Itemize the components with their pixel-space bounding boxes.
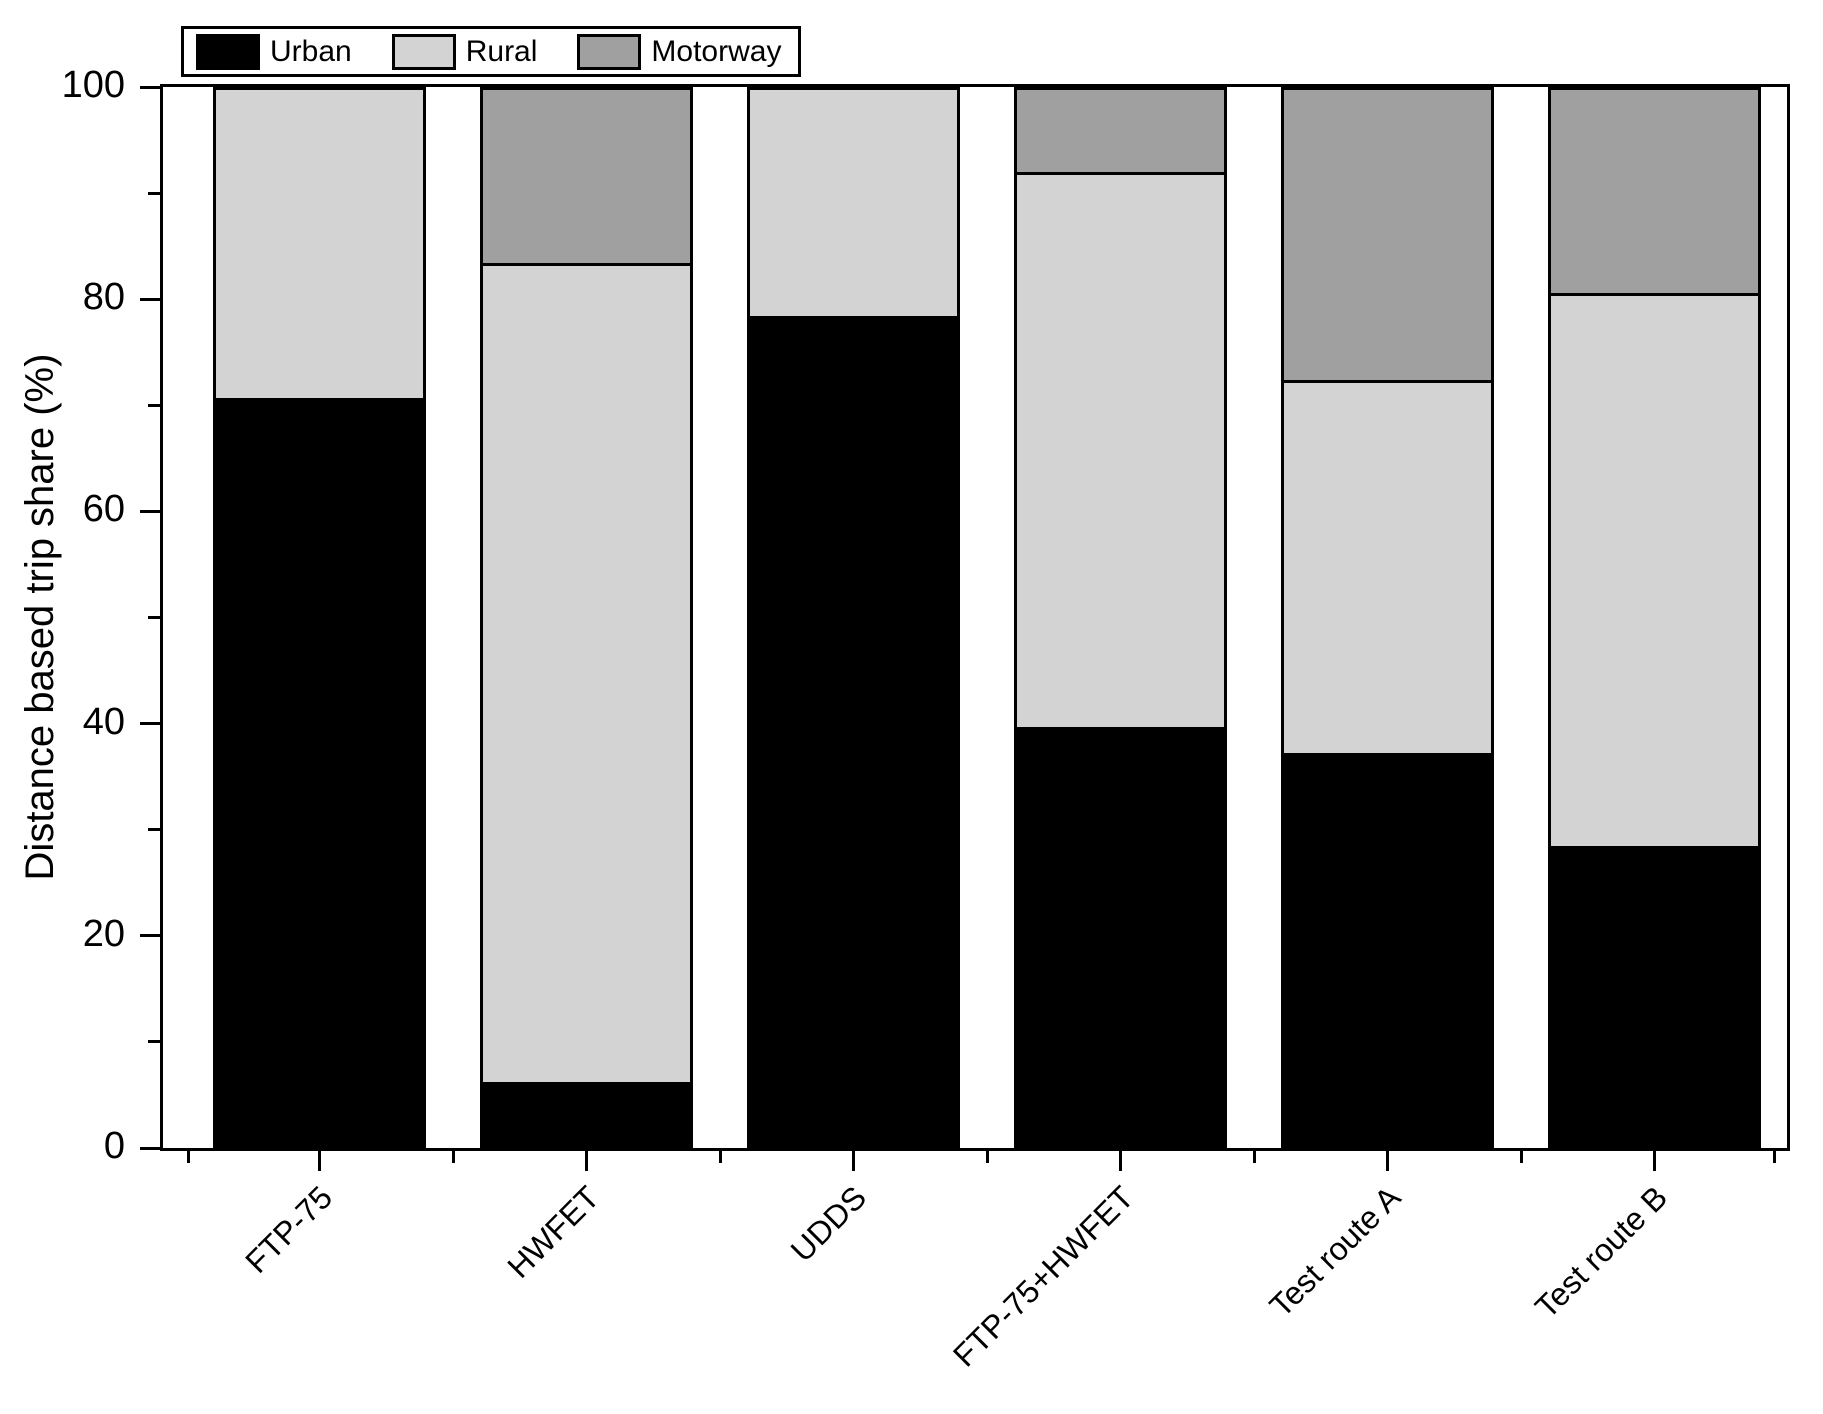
x-minor-tick-5: [1253, 1151, 1256, 1163]
legend-label-urban: Urban: [270, 34, 352, 68]
y-tick-label-60: 60: [82, 487, 125, 530]
y-minor-tick-90: [148, 192, 160, 195]
legend-item-rural: Rural: [391, 33, 538, 70]
y-tick-label-100: 100: [61, 63, 125, 106]
legend-swatch-motorway: [577, 33, 642, 70]
x-category-label: FTP-75+HWFET: [945, 1179, 1141, 1374]
x-major-tick-6: [1653, 1151, 1656, 1171]
bar-segment-urban-test-route-b: [1548, 846, 1761, 1148]
x-minor-tick-3: [719, 1151, 722, 1163]
x-category-label: FTP-75: [238, 1179, 340, 1280]
y-major-tick-60: [140, 510, 160, 513]
y-minor-tick-30: [148, 828, 160, 831]
x-major-tick-2: [585, 1151, 588, 1171]
y-minor-tick-70: [148, 404, 160, 407]
bar-segment-rural-ftp-75: [213, 87, 426, 401]
x-category-label: UDDS: [783, 1179, 874, 1269]
x-category-label: Test route B: [1528, 1179, 1675, 1326]
x-category-label: Test route A: [1262, 1179, 1408, 1324]
bar-segment-urban-ftp-75: [213, 398, 426, 1148]
y-tick-label-20: 20: [82, 912, 125, 955]
legend-label-motorway: Motorway: [651, 34, 782, 68]
legend-item-motorway: Motorway: [577, 33, 782, 70]
y-tick-label-0: 0: [103, 1124, 125, 1167]
x-minor-tick-1: [187, 1151, 190, 1163]
y-major-tick-20: [140, 934, 160, 937]
bar-segment-rural-test-route-a: [1281, 380, 1494, 756]
y-major-tick-80: [140, 298, 160, 301]
legend: Urban Rural Motorway: [181, 26, 801, 77]
x-major-tick-5: [1386, 1151, 1389, 1171]
x-minor-tick-4: [986, 1151, 989, 1163]
bar-segment-rural-test-route-b: [1548, 293, 1761, 849]
y-major-tick-40: [140, 722, 160, 725]
y-tick-label-40: 40: [82, 700, 125, 743]
y-minor-tick-10: [148, 1040, 160, 1043]
bar-segment-motorway-ftp-75-hwfet: [1014, 87, 1227, 175]
x-minor-tick-2: [452, 1151, 455, 1163]
legend-label-rural: Rural: [465, 34, 538, 68]
x-major-tick-4: [1119, 1151, 1122, 1171]
bar-segment-motorway-hwfet: [480, 87, 693, 266]
bar-segment-urban-test-route-a: [1281, 753, 1494, 1148]
bar-segment-urban-hwfet: [480, 1082, 693, 1148]
bar-segment-urban-udds: [747, 316, 960, 1148]
x-minor-tick-6: [1520, 1151, 1523, 1163]
x-category-label: HWFET: [500, 1179, 607, 1285]
legend-swatch-urban: [196, 33, 260, 70]
bar-segment-rural-udds: [747, 87, 960, 319]
legend-swatch-rural: [391, 33, 456, 70]
y-minor-tick-50: [148, 616, 160, 619]
y-major-tick-0: [140, 1147, 160, 1150]
bar-segment-motorway-test-route-a: [1281, 87, 1494, 383]
x-major-tick-3: [852, 1151, 855, 1171]
y-tick-label-80: 80: [82, 275, 125, 318]
bar-segment-rural-hwfet: [480, 263, 693, 1085]
bar-segment-motorway-test-route-b: [1548, 87, 1761, 296]
y-major-tick-100: [140, 86, 160, 89]
plot-area: [163, 87, 1787, 1148]
legend-item-urban: Urban: [196, 33, 352, 70]
x-major-tick-1: [318, 1151, 321, 1171]
x-minor-tick-7: [1773, 1151, 1776, 1163]
